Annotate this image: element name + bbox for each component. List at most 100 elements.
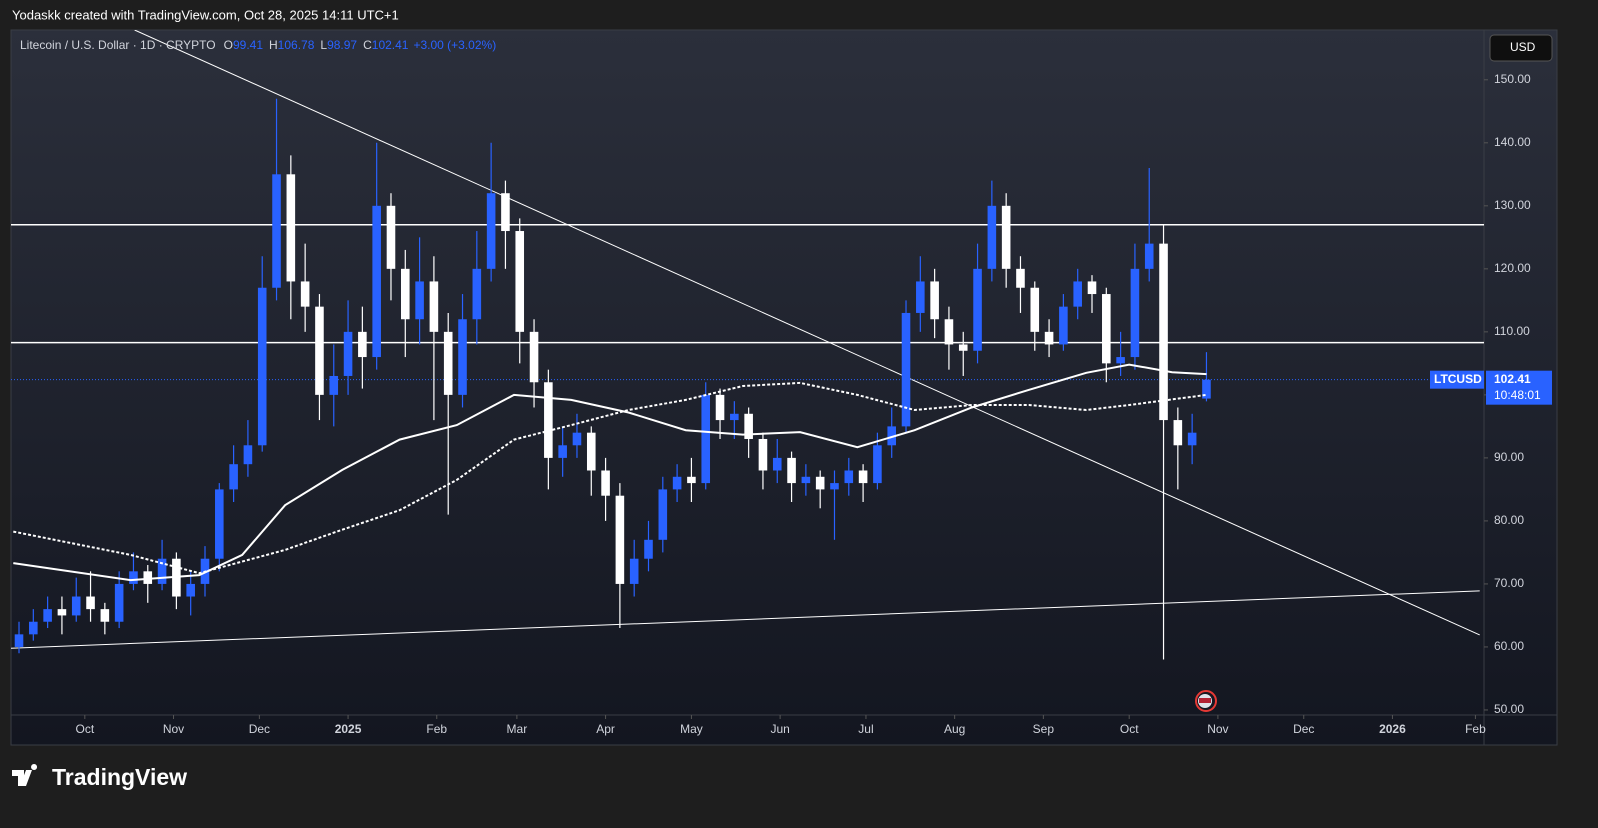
candle-body	[71, 596, 81, 616]
x-tick-label: Jul	[858, 722, 873, 736]
countdown: 10:48:01	[1494, 388, 1541, 402]
candle-body	[1016, 268, 1025, 288]
candle-body	[615, 495, 625, 584]
legend-text: Litecoin / U.S. Dollar · 1D · CRYPTO O99.…	[20, 38, 496, 52]
candle-body	[29, 621, 38, 635]
candle-body	[486, 193, 496, 269]
x-tick-label: 2025	[335, 722, 362, 736]
candle-body	[887, 426, 897, 446]
ohlc-value: 98.97	[327, 38, 357, 52]
candle-body	[529, 331, 539, 383]
ohlc-value: 102.41	[372, 38, 409, 52]
x-tick-label: May	[680, 722, 703, 736]
candle-body	[916, 281, 925, 313]
x-tick-label: Dec	[1293, 722, 1314, 736]
ohlc-label: C	[363, 38, 372, 52]
x-tick-label: Mar	[507, 722, 528, 736]
candle-body	[243, 445, 253, 465]
candle-body	[157, 558, 167, 584]
x-tick-label: Oct	[1120, 722, 1139, 736]
candle-body	[858, 470, 868, 484]
x-tick-label: Dec	[249, 722, 270, 736]
candle-body	[1102, 294, 1111, 364]
y-tick-label: 80.00	[1494, 513, 1524, 527]
candle-body	[358, 331, 367, 358]
candle-body	[129, 571, 138, 584]
candle-body	[944, 319, 954, 345]
y-tick-label: 120.00	[1494, 261, 1531, 275]
candle-body	[14, 634, 24, 647]
ohlc-label: O	[224, 38, 233, 52]
candle-body	[658, 489, 668, 540]
candle-body	[873, 445, 882, 484]
candle-body	[801, 476, 811, 484]
candle-body	[386, 205, 396, 269]
candle-body	[1044, 331, 1054, 345]
trend-line	[134, 30, 1480, 636]
candle-body	[730, 413, 739, 421]
trend-line	[11, 590, 1480, 649]
candle-body	[415, 281, 424, 320]
x-tick-label: Feb	[1465, 722, 1486, 736]
candle-body	[844, 470, 854, 484]
candle-body	[315, 306, 324, 395]
candle-body	[57, 609, 67, 616]
candle-body	[114, 583, 124, 622]
candle-body	[329, 375, 339, 395]
candle-body	[43, 609, 52, 622]
candle-body	[400, 268, 410, 320]
candle-body	[429, 281, 439, 332]
candle-body	[1187, 432, 1197, 446]
candle-body	[1030, 287, 1040, 332]
currency-button[interactable]	[1489, 34, 1553, 62]
plot	[11, 30, 1484, 660]
event-icon	[1195, 690, 1217, 712]
candle-body	[629, 558, 639, 584]
candle-body	[286, 174, 296, 282]
x-tick-label: Nov	[163, 722, 184, 736]
candle-body	[744, 413, 753, 439]
candle-body	[586, 432, 596, 471]
x-tick-label: Sep	[1033, 722, 1055, 736]
candle-body	[687, 476, 696, 484]
candle-body	[143, 571, 153, 584]
y-tick-label: 150.00	[1494, 72, 1531, 86]
candle-body	[372, 205, 381, 358]
candle-body	[1059, 306, 1068, 345]
x-tick-label: 2026	[1379, 722, 1406, 736]
ohlc-value: 99.41	[233, 38, 263, 52]
x-tick-label: Jun	[770, 722, 789, 736]
currency[interactable]: USD	[1510, 40, 1536, 54]
candle-body	[186, 583, 195, 597]
candle-body	[1173, 420, 1183, 446]
y-tick-label: 60.00	[1494, 639, 1524, 653]
candle-body	[343, 331, 353, 376]
candle-body	[272, 174, 281, 288]
candle-body	[515, 231, 525, 332]
candle-body	[901, 312, 911, 427]
instrument: Litecoin / U.S. Dollar · 1D · CRYPTO	[20, 38, 216, 52]
price-tag	[1430, 370, 1484, 389]
candle-body	[472, 268, 482, 320]
candle-body	[1087, 281, 1097, 295]
candle-body	[701, 394, 711, 484]
x-tick-label: Aug	[944, 722, 965, 736]
candle-body	[601, 470, 610, 496]
candle-body	[215, 489, 224, 559]
candle-body	[558, 445, 567, 458]
candle-body	[86, 596, 95, 610]
y-tick-label: 110.00	[1494, 324, 1530, 338]
candle-body	[772, 457, 782, 471]
candle-body	[458, 319, 467, 395]
price-tag	[1486, 370, 1552, 405]
candle-body	[1073, 281, 1082, 307]
candle-body	[501, 193, 510, 232]
price-tag-symbol: LTCUSD	[1434, 372, 1482, 386]
candle-body	[830, 483, 839, 490]
candle-body	[672, 476, 682, 490]
candle-body	[787, 457, 796, 484]
candle-body	[987, 205, 997, 269]
change: +3.00 (+3.02%)	[413, 38, 496, 52]
candle-body	[100, 609, 110, 622]
